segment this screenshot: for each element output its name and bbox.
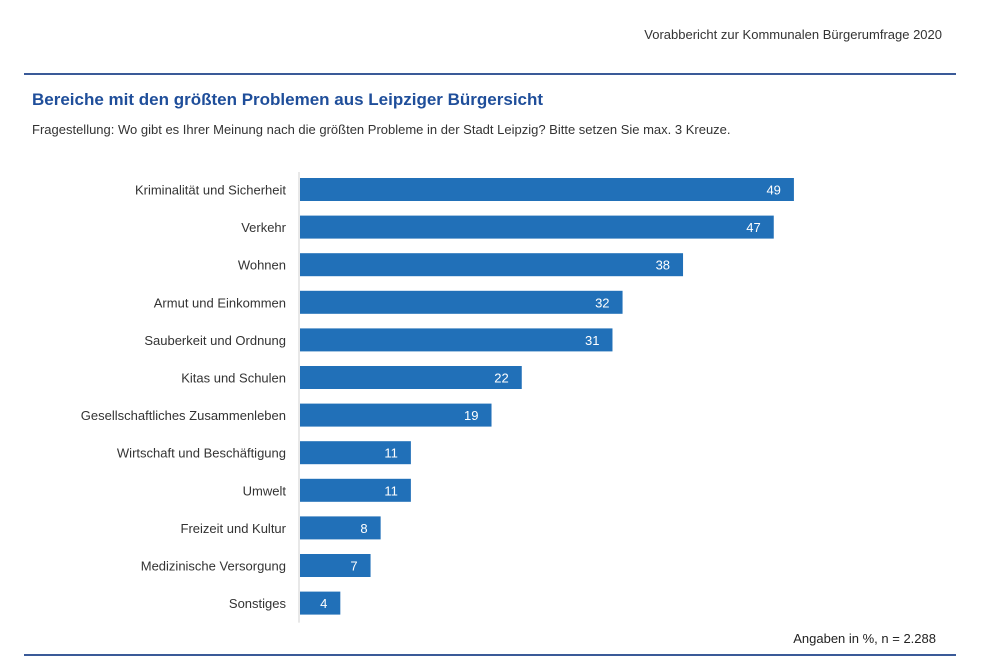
category-label: Gesellschaftliches Zusammenleben <box>81 408 286 423</box>
bar <box>300 441 411 465</box>
bar <box>300 328 613 352</box>
category-label: Sonstiges <box>229 596 287 611</box>
bar <box>300 366 522 389</box>
chart-title: Bereiche mit den größten Problemen aus L… <box>32 90 544 109</box>
bar <box>300 253 684 277</box>
data-label: 47 <box>746 220 760 235</box>
category-label: Umwelt <box>243 483 287 498</box>
bar <box>300 591 341 615</box>
category-label: Wirtschaft und Beschäftigung <box>117 446 286 461</box>
data-label: 4 <box>320 596 327 611</box>
category-label: Sauberkeit und Ordnung <box>144 333 286 348</box>
data-label: 49 <box>766 183 780 198</box>
chart-subtitle: Fragestellung: Wo gibt es Ihrer Meinung … <box>32 122 731 137</box>
category-label: Wohnen <box>238 258 286 273</box>
data-label: 32 <box>595 295 609 310</box>
data-label: 11 <box>384 446 398 461</box>
data-label: 11 <box>384 483 398 498</box>
category-label: Medizinische Versorgung <box>141 559 286 574</box>
category-label: Freizeit und Kultur <box>181 521 287 536</box>
data-label: 31 <box>585 333 599 348</box>
bottom-divider <box>24 654 956 656</box>
category-label: Kriminalität und Sicherheit <box>135 183 286 198</box>
bar <box>300 215 774 239</box>
data-label: 19 <box>464 408 478 423</box>
bar <box>300 478 411 502</box>
bar <box>300 403 492 427</box>
bar <box>300 554 371 577</box>
category-label: Kitas und Schulen <box>181 371 286 386</box>
bar <box>300 178 794 201</box>
bar <box>300 290 623 314</box>
data-label: 22 <box>494 371 508 386</box>
category-label: Verkehr <box>241 220 286 235</box>
report-header: Vorabbericht zur Kommunalen Bürgerumfrag… <box>644 27 942 42</box>
top-divider <box>24 73 956 75</box>
data-label: 8 <box>360 521 367 536</box>
data-label: 7 <box>350 559 357 574</box>
bar <box>300 516 381 540</box>
footnote: Angaben in %, n = 2.288 <box>793 631 936 646</box>
category-label: Armut und Einkommen <box>154 295 286 310</box>
data-label: 38 <box>656 258 670 273</box>
